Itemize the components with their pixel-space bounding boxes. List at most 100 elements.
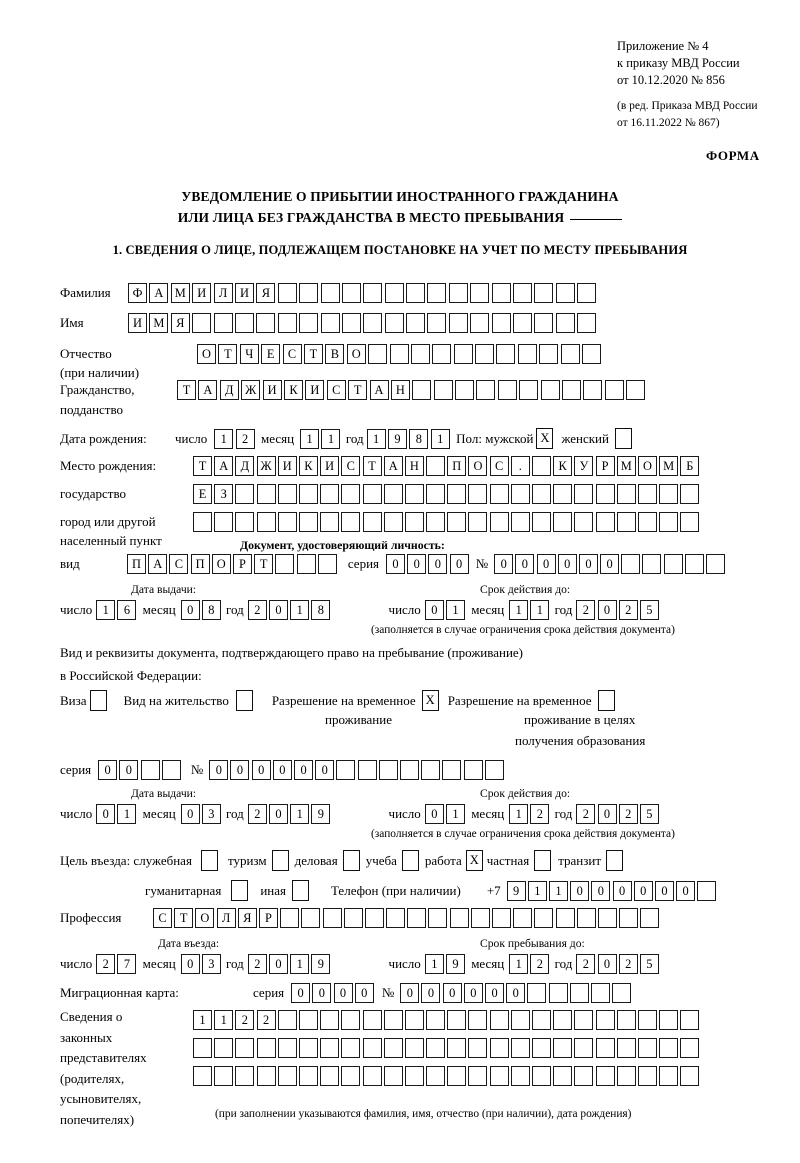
char-cell[interactable]: С bbox=[169, 554, 189, 574]
char-cell[interactable]: 0 bbox=[463, 983, 483, 1003]
char-cell[interactable] bbox=[235, 512, 255, 532]
char-cell[interactable] bbox=[363, 283, 383, 303]
char-cell[interactable] bbox=[637, 1038, 657, 1058]
char-cell[interactable] bbox=[447, 512, 467, 532]
char-cell[interactable]: 0 bbox=[597, 954, 617, 974]
char-cell[interactable]: Т bbox=[174, 908, 194, 928]
char-cell[interactable] bbox=[383, 1010, 403, 1030]
char-cell[interactable] bbox=[468, 512, 488, 532]
char-cell[interactable]: 2 bbox=[96, 954, 116, 974]
char-cell[interactable]: К bbox=[553, 456, 573, 476]
char-cell[interactable] bbox=[447, 1010, 467, 1030]
char-cell[interactable] bbox=[562, 380, 582, 400]
char-cell[interactable]: 0 bbox=[354, 983, 374, 1003]
char-cell[interactable]: 0 bbox=[654, 880, 674, 901]
char-cell[interactable]: 0 bbox=[96, 804, 116, 824]
char-cell[interactable] bbox=[234, 313, 254, 333]
char-cell[interactable]: 1 bbox=[117, 804, 137, 824]
char-cell[interactable] bbox=[659, 512, 679, 532]
char-cell[interactable] bbox=[569, 983, 589, 1003]
char-cell[interactable]: И bbox=[128, 313, 147, 333]
char-cell[interactable] bbox=[341, 1066, 361, 1086]
char-cell[interactable] bbox=[362, 512, 382, 532]
char-cell[interactable]: У bbox=[574, 456, 594, 476]
char-cell[interactable] bbox=[663, 554, 683, 574]
char-cell[interactable]: О bbox=[197, 344, 216, 364]
char-cell[interactable] bbox=[680, 1038, 700, 1058]
char-cell[interactable]: 1 bbox=[527, 880, 547, 901]
char-cell[interactable] bbox=[341, 313, 361, 333]
char-cell[interactable] bbox=[489, 1038, 509, 1058]
char-cell[interactable]: 2 bbox=[576, 804, 596, 824]
char-cell[interactable]: 0 bbox=[272, 760, 292, 780]
char-cell[interactable] bbox=[534, 283, 554, 303]
char-cell[interactable] bbox=[362, 484, 382, 504]
char-cell[interactable] bbox=[299, 313, 319, 333]
char-cell[interactable] bbox=[296, 554, 316, 574]
char-cell[interactable] bbox=[384, 283, 404, 303]
char-cell[interactable] bbox=[548, 983, 568, 1003]
char-cell[interactable]: А bbox=[369, 380, 389, 400]
char-cell[interactable] bbox=[540, 380, 560, 400]
char-cell[interactable]: Е bbox=[261, 344, 281, 364]
char-cell[interactable]: И bbox=[320, 456, 340, 476]
char-cell[interactable] bbox=[256, 484, 276, 504]
char-cell[interactable] bbox=[447, 1038, 467, 1058]
char-cell[interactable] bbox=[341, 1038, 361, 1058]
char-cell[interactable] bbox=[595, 512, 615, 532]
char-cell[interactable]: Р bbox=[232, 554, 252, 574]
char-cell[interactable]: А bbox=[214, 456, 234, 476]
char-cell[interactable] bbox=[256, 313, 276, 333]
char-cell[interactable]: 9 bbox=[506, 880, 526, 901]
char-cell[interactable]: 5 bbox=[639, 600, 659, 620]
char-cell[interactable] bbox=[680, 1010, 700, 1030]
char-cell[interactable] bbox=[637, 1066, 657, 1086]
char-cell[interactable]: 9 bbox=[388, 428, 407, 449]
char-cell[interactable] bbox=[428, 908, 448, 928]
char-cell[interactable] bbox=[574, 1066, 594, 1086]
char-cell[interactable]: 0 bbox=[180, 600, 200, 620]
char-cell[interactable] bbox=[320, 1066, 340, 1086]
char-cell[interactable] bbox=[553, 1066, 573, 1086]
char-cell[interactable]: 0 bbox=[424, 804, 444, 824]
char-cell[interactable] bbox=[706, 554, 726, 574]
char-cell[interactable] bbox=[470, 908, 490, 928]
char-cell[interactable]: Р bbox=[258, 908, 278, 928]
char-cell[interactable]: 1 bbox=[290, 804, 310, 824]
char-cell[interactable] bbox=[659, 1010, 679, 1030]
char-cell[interactable] bbox=[616, 484, 636, 504]
char-cell[interactable]: 1 bbox=[549, 880, 569, 901]
char-cell[interactable]: И bbox=[192, 283, 212, 303]
char-cell[interactable]: 0 bbox=[98, 760, 118, 780]
char-cell[interactable] bbox=[532, 1066, 551, 1086]
char-cell[interactable] bbox=[320, 313, 340, 333]
char-cell[interactable] bbox=[320, 1010, 340, 1030]
char-cell[interactable] bbox=[574, 1038, 594, 1058]
char-cell[interactable] bbox=[582, 344, 602, 364]
char-cell[interactable] bbox=[574, 512, 594, 532]
char-cell[interactable] bbox=[256, 1066, 276, 1086]
char-cell[interactable] bbox=[426, 1038, 446, 1058]
char-cell[interactable]: 0 bbox=[268, 954, 288, 974]
char-cell[interactable] bbox=[256, 512, 276, 532]
char-cell[interactable] bbox=[553, 484, 573, 504]
char-cell[interactable] bbox=[510, 1010, 530, 1030]
char-cell[interactable]: П bbox=[447, 456, 467, 476]
char-cell[interactable]: 1 bbox=[509, 600, 529, 620]
char-cell[interactable]: О bbox=[637, 456, 657, 476]
char-cell[interactable] bbox=[595, 1038, 615, 1058]
purpose-tourism-checkbox[interactable] bbox=[271, 850, 289, 871]
char-cell[interactable] bbox=[597, 908, 617, 928]
char-cell[interactable]: О bbox=[211, 554, 231, 574]
char-cell[interactable]: Ф bbox=[128, 283, 147, 303]
char-cell[interactable] bbox=[513, 313, 533, 333]
char-cell[interactable] bbox=[492, 908, 511, 928]
char-cell[interactable] bbox=[583, 380, 603, 400]
